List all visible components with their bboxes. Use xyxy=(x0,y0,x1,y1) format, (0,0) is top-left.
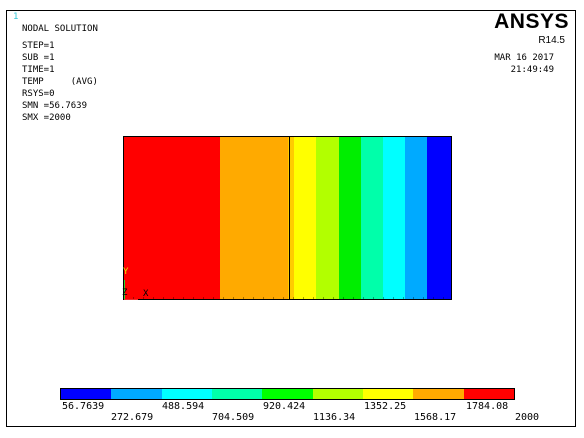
legend-label: 1352.25 xyxy=(364,401,407,412)
legend-swatch xyxy=(262,389,313,399)
legend-label: 704.509 xyxy=(212,412,255,423)
legend-label: 56.7639 xyxy=(62,401,105,412)
triad-y-axis-icon xyxy=(124,280,125,300)
triad-z-label: Z xyxy=(122,288,128,298)
legend-swatch xyxy=(413,389,464,399)
sub-label: SUB =1 xyxy=(22,53,55,63)
smn-label: SMN =56.7639 xyxy=(22,101,88,111)
legend-label: 1784.08 xyxy=(466,401,509,412)
plot-title: NODAL SOLUTION xyxy=(22,24,98,34)
contour-band xyxy=(294,137,317,299)
step-label: STEP=1 xyxy=(22,41,55,51)
contour-band xyxy=(316,137,340,299)
contour-band xyxy=(382,137,406,299)
contour-band xyxy=(338,137,362,299)
legend-swatch xyxy=(111,389,162,399)
legend-label: 272.679 xyxy=(111,412,154,423)
contour-band xyxy=(124,137,222,299)
legend-swatch xyxy=(362,389,414,399)
triad-x-label: X xyxy=(143,289,149,299)
legend-swatch xyxy=(312,389,363,399)
legend-swatch xyxy=(463,389,514,399)
legend-swatch xyxy=(61,389,112,399)
legend-label: 2000 xyxy=(515,412,540,423)
smx-label: SMX =2000 xyxy=(22,113,71,123)
element-boundary-line xyxy=(289,137,290,299)
plot-time: 21:49:49 xyxy=(510,65,554,75)
time-label: TIME=1 xyxy=(22,65,55,75)
contour-band xyxy=(220,137,289,299)
legend-swatch xyxy=(211,389,263,399)
rsys-label: RSYS=0 xyxy=(22,89,55,99)
legend-label: 488.594 xyxy=(162,401,205,412)
plot-date: MAR 16 2017 xyxy=(494,53,554,63)
contour-band xyxy=(427,137,451,299)
temp-label: TEMP (AVG) xyxy=(22,77,98,87)
legend-label: 1568.17 xyxy=(414,412,457,423)
contour-band xyxy=(360,137,384,299)
contour-band xyxy=(288,137,295,299)
ansys-logo: ANSYS xyxy=(494,10,569,33)
temperature-contour-plot xyxy=(123,136,452,300)
contour-legend-bar xyxy=(60,388,515,400)
triad-x-axis-icon xyxy=(124,299,138,300)
release-label: R14.5 xyxy=(538,35,565,46)
legend-label: 1136.34 xyxy=(313,412,356,423)
triad-y-label: Y xyxy=(123,267,129,277)
node-markers xyxy=(124,297,451,299)
legend-swatch xyxy=(161,389,212,399)
contour-band xyxy=(405,137,429,299)
window-number: 1 xyxy=(13,12,19,22)
legend-label: 920.424 xyxy=(263,401,306,412)
